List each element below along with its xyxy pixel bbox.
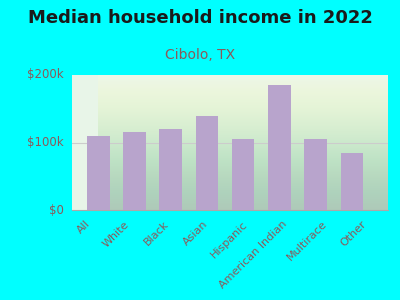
Text: American Indian: American Indian (218, 219, 289, 291)
Text: Hispanic: Hispanic (209, 219, 250, 260)
Bar (268, 85, 290, 210)
Text: Other: Other (339, 219, 368, 248)
Text: All: All (75, 219, 92, 236)
Text: $0: $0 (49, 203, 64, 217)
Bar (87, 136, 110, 210)
Bar (304, 139, 327, 210)
Bar (196, 116, 218, 210)
Bar (232, 139, 254, 210)
Text: Median household income in 2022: Median household income in 2022 (28, 9, 372, 27)
Text: $200k: $200k (27, 68, 64, 82)
Bar (123, 132, 146, 210)
Text: Multirace: Multirace (285, 219, 329, 263)
Text: White: White (101, 219, 131, 249)
Text: Black: Black (142, 219, 171, 248)
Text: Cibolo, TX: Cibolo, TX (165, 48, 235, 62)
Text: $100k: $100k (27, 136, 64, 149)
Bar (340, 153, 363, 210)
Text: Asian: Asian (182, 219, 210, 248)
Bar (160, 129, 182, 210)
